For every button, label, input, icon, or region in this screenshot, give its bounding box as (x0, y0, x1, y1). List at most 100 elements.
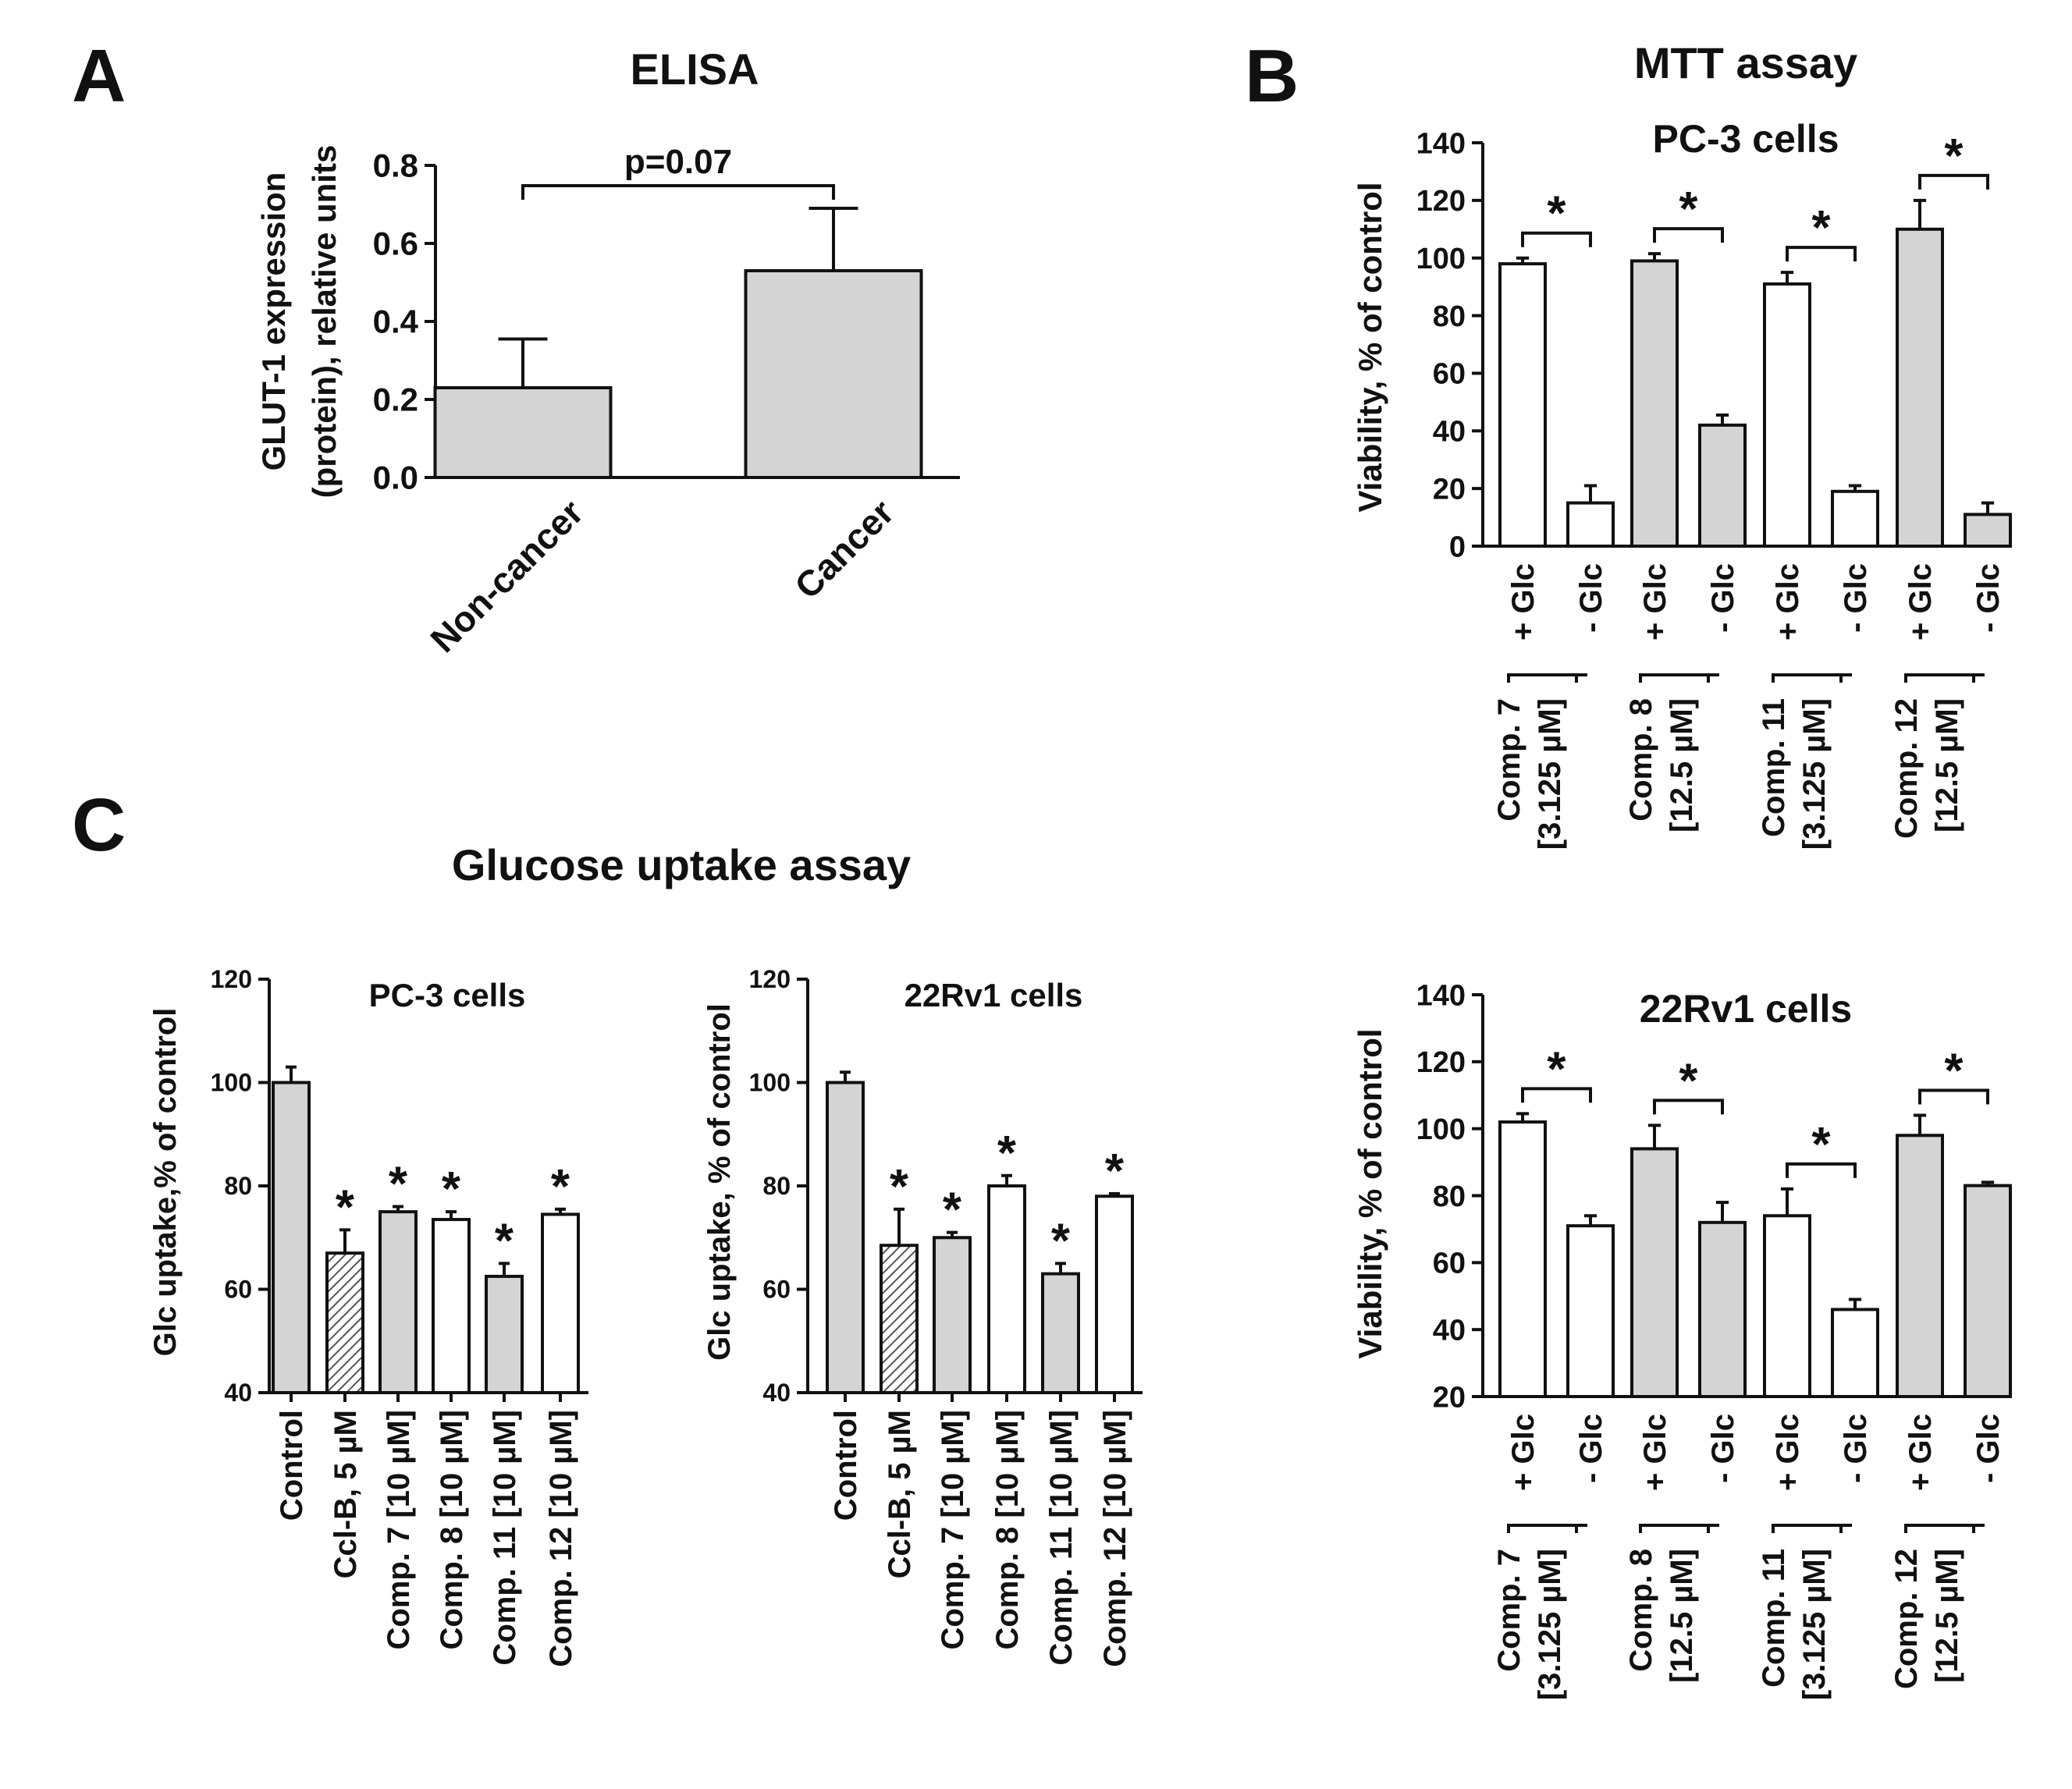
group-label-line1: Comp. 7 (1492, 698, 1526, 822)
significance-star: * (336, 1180, 355, 1234)
y-tick-label: 80 (1433, 300, 1466, 333)
x-category-label: Comp. 7 [10 µM] (382, 1410, 416, 1650)
group-bracket (1507, 673, 1587, 683)
group-label-line2: [3.125 µM] (1797, 698, 1832, 850)
x-category-label: - Glc (1971, 563, 2006, 633)
x-category-label: + Glc (1903, 1414, 1938, 1491)
y-tick-label: 0.0 (373, 460, 418, 496)
bar (987, 1184, 1026, 1394)
significance-star: * (495, 1214, 514, 1268)
bar (1498, 1120, 1547, 1399)
x-category-label: - Glc (1706, 563, 1740, 633)
significance-label: * (1679, 1054, 1698, 1108)
significance-star: * (997, 1127, 1017, 1180)
y-tick-label: 100 (749, 1069, 791, 1097)
y-tick-label: 100 (1416, 1113, 1466, 1146)
bar (1566, 501, 1615, 548)
x-category-label: + Glc (1506, 1414, 1541, 1491)
chart-title: 22Rv1 cells (905, 977, 1083, 1013)
y-tick-label: 120 (211, 965, 252, 993)
y-tick-label: 40 (224, 1379, 252, 1407)
x-category-label: Comp. 7 [10 µM] (936, 1410, 970, 1650)
bar (1896, 1134, 1944, 1398)
panel-c-letter: C (72, 783, 126, 867)
y-tick-label: 100 (1416, 243, 1466, 275)
bar (933, 1236, 972, 1394)
bar (272, 1081, 311, 1394)
group-label-line2: [3.125 µM] (1533, 1549, 1567, 1700)
group-label-line1: Comp. 12 (1889, 698, 1924, 839)
y-tick-label: 60 (224, 1276, 252, 1304)
y-tick-label: 40 (762, 1379, 791, 1407)
significance-label: * (1547, 187, 1566, 241)
y-axis-label: Viability, % of control (1352, 182, 1388, 512)
y-tick-label: 60 (1433, 1248, 1466, 1280)
significance-bracket (1918, 1088, 1989, 1105)
group-bracket (1904, 673, 1985, 683)
bar (1831, 489, 1879, 548)
group-label-line1: Comp. 8 (1624, 698, 1658, 822)
y-tick-label: 120 (749, 965, 791, 993)
significance-star: * (389, 1158, 408, 1212)
bar (432, 1218, 471, 1394)
significance-star: * (1051, 1214, 1071, 1268)
group-bracket (1507, 1524, 1587, 1533)
group-label-line2: [3.125 µM] (1797, 1549, 1832, 1700)
group-label-line1: Comp. 12 (1889, 1549, 1924, 1689)
bar (1964, 1184, 2012, 1398)
y-tick-label: 20 (1433, 1381, 1466, 1414)
group-label-line1: Comp. 11 (1757, 1549, 1791, 1688)
group-label-line1: Comp. 8 (1624, 1549, 1658, 1672)
significance-label: * (1944, 1045, 1964, 1099)
bar (1095, 1194, 1134, 1394)
y-tick-label: 40 (1433, 416, 1466, 449)
group-label-line2: [12.5 µM] (1930, 698, 1964, 832)
significance-label: * (1944, 130, 1964, 183)
bar (1831, 1308, 1879, 1398)
x-category-label: Comp. 11 [10 µM] (488, 1410, 522, 1666)
panel-a-title: ELISA (631, 44, 759, 94)
significance-bracket (1653, 1099, 1724, 1115)
x-category-label: + Glc (1771, 563, 1805, 641)
significance-bracket (1918, 173, 1989, 190)
x-category-label: - Glc (1574, 1414, 1608, 1483)
x-category-label: Non-cancer (422, 492, 591, 660)
bar (1698, 423, 1747, 548)
mtt-22rv1-chart: 20 40 60 80 100 120 140 Viability, % of control… (1352, 979, 2012, 1700)
elisa-chart: 0.0 0.2 0.4 0.6 0.8 GLUT-1 expression (protein… (255, 143, 960, 660)
bar (379, 1210, 418, 1394)
y-axis-label: Glc uptake, % of control (702, 1003, 737, 1361)
bar (1896, 227, 1944, 548)
y-tick-label: 0.8 (373, 147, 418, 184)
x-category-label: Comp. 8 [10 µM] (435, 1410, 469, 1650)
significance-bracket (521, 184, 835, 200)
significance-label: * (1547, 1042, 1566, 1096)
glc-pc3-chart: 40 60 80 100 120 Glc uptake,% of control PC-3 … (148, 965, 588, 1667)
bar (485, 1274, 524, 1394)
x-category-label: - Glc (1839, 563, 1873, 633)
chart-title: 22Rv1 cells (1640, 987, 1852, 1031)
y-tick-label: 0 (1449, 531, 1466, 563)
significance-bracket (1786, 1162, 1857, 1178)
group-label-line2: [3.125 µM] (1533, 698, 1567, 850)
group-bracket (1772, 673, 1852, 683)
bar (1498, 262, 1547, 548)
x-category-label: + Glc (1903, 563, 1938, 641)
y-tick-label: 0.2 (373, 382, 418, 418)
panel-b-title: MTT assay (1634, 38, 1857, 87)
panel-b-letter: B (1245, 34, 1299, 118)
chart-title: PC-3 cells (1652, 117, 1839, 161)
mtt-pc3-chart: 0 20 40 60 80 100 120 140 Viability, % of contro… (1352, 117, 2012, 850)
x-category-label: Comp. 11 [10 µM] (1044, 1410, 1079, 1666)
significance-label: p=0.07 (624, 143, 732, 181)
panel-c-title: Glucose uptake assay (452, 840, 911, 889)
y-tick-label: 0.4 (373, 303, 419, 340)
y-axis-label: (protein), relative units (306, 145, 343, 499)
x-category-label: - Glc (1574, 563, 1608, 633)
x-category-label: + Glc (1638, 563, 1672, 641)
group-bracket (1639, 1524, 1719, 1533)
x-category-label: Control (829, 1410, 863, 1521)
significance-label: * (1679, 183, 1698, 236)
y-axis-label: GLUT-1 expression (255, 172, 292, 471)
